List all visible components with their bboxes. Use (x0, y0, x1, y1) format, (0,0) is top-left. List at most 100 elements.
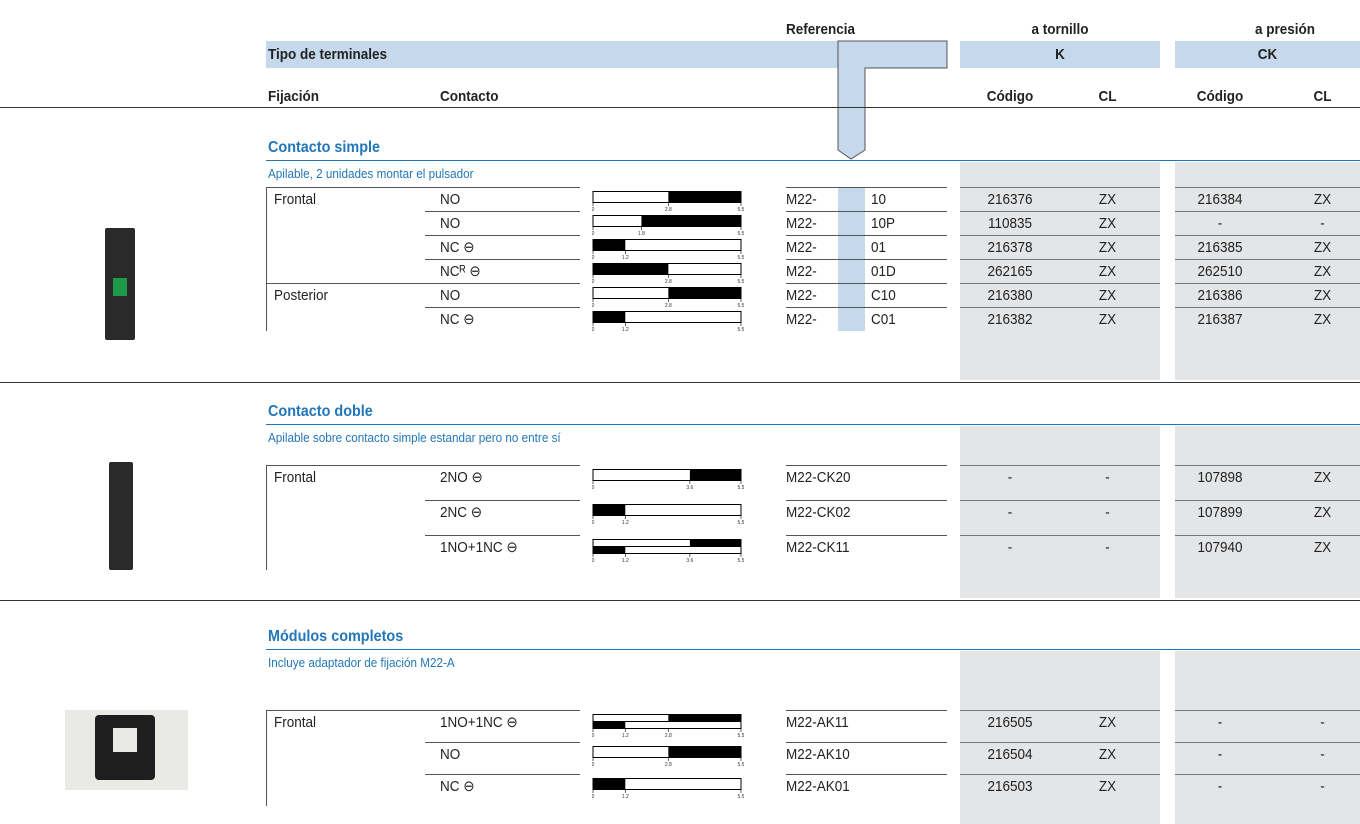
tick-label: 5.5 (738, 558, 744, 564)
travel-diagram: 0 2.8 5.5 (592, 191, 744, 213)
rule (0, 107, 1360, 108)
header-band (960, 41, 1160, 68)
rule (266, 465, 425, 466)
tick-label: 5.5 (738, 520, 744, 526)
section-subtitle: Apilable, 2 unidades montar el pulsador (268, 166, 474, 181)
reference: M22-CK20 (786, 469, 851, 486)
code-k: 216504 (987, 746, 1033, 763)
code-k: - (1007, 504, 1013, 521)
contact-type: NC ⊖ (440, 778, 475, 795)
cl-ck: - (1320, 778, 1325, 795)
code-ck: 216386 (1197, 287, 1243, 304)
product-image (113, 278, 127, 296)
tick-label: 2.8 (665, 762, 672, 768)
reference: M22-CK11 (786, 539, 850, 556)
tick-label: 5.5 (738, 255, 744, 261)
tick-label: 0 (592, 733, 595, 739)
section-subtitle: Incluye adaptador de fijación M22-A (268, 655, 455, 670)
travel-segment (593, 263, 669, 275)
reference-prefix: M22- (786, 215, 817, 232)
cl-k: ZX (1098, 215, 1117, 232)
reference-column (838, 236, 865, 259)
contact-type: NO (440, 287, 461, 304)
cl-k: ZX (1098, 746, 1117, 763)
tick-label: 2.8 (665, 279, 672, 285)
cl-k: - (1105, 504, 1110, 521)
cl-ck: - (1320, 215, 1325, 232)
travel-segment (668, 287, 741, 299)
tick-label: 1.2 (622, 255, 629, 261)
fixing: Posterior (274, 287, 329, 304)
header-band (1175, 41, 1360, 68)
reference: M22-AK10 (786, 746, 850, 763)
rule (960, 307, 1160, 308)
travel-segment (593, 239, 626, 251)
rule (266, 283, 267, 331)
travel-segment (668, 191, 741, 203)
tick-label: 0 (592, 207, 595, 213)
rule (425, 283, 580, 284)
travel-segment (641, 215, 741, 227)
cl-ck: ZX (1313, 539, 1332, 556)
rule (1175, 774, 1360, 775)
tick-label: 0 (592, 303, 595, 309)
tick-label: 1.2 (622, 558, 629, 564)
rule (960, 500, 1160, 501)
gray-column (960, 162, 1160, 380)
section-title: Módulos completos (268, 628, 404, 645)
code-ck: 107898 (1197, 469, 1243, 486)
tick-label: 3.6 (686, 485, 693, 491)
rule (1175, 187, 1360, 188)
reference: M22-CK02 (786, 504, 851, 521)
travel-segment (593, 311, 626, 323)
rule (425, 187, 580, 188)
travel-diagram: 0 3.6 5.5 (592, 469, 744, 491)
tick-label: 1.2 (622, 794, 629, 800)
header-label: Referencia (786, 21, 856, 38)
code-ck: 216384 (1197, 191, 1243, 208)
rule (425, 307, 580, 308)
reference-suffix: C10 (871, 287, 896, 304)
rule (786, 500, 947, 501)
contact-type: NC ⊖ (440, 239, 475, 256)
tick-label: 0 (592, 279, 595, 285)
header-label: a tornillo (1031, 21, 1089, 38)
header-label: K (1055, 46, 1065, 63)
tick-label: 5.5 (738, 733, 744, 739)
tick-label: 0 (592, 520, 595, 526)
product-image (109, 462, 133, 570)
travel-diagram: 0 1.2 5.5 (592, 778, 744, 800)
travel-diagram: 0 1.2 5.5 (592, 504, 744, 526)
cl-ck: ZX (1313, 469, 1332, 486)
code-k: 216378 (987, 239, 1033, 256)
travel-segment (668, 746, 741, 758)
rule (266, 160, 1360, 161)
rule (1175, 742, 1360, 743)
contact-type: NC ⊖ (440, 311, 475, 328)
tick-label: 0 (592, 485, 595, 491)
cl-k: ZX (1098, 239, 1117, 256)
cl-ck: ZX (1313, 311, 1332, 328)
reference-prefix: M22- (786, 287, 817, 304)
travel-diagram: 0 2.8 5.5 (592, 263, 744, 285)
rule (425, 774, 580, 775)
code-ck: - (1217, 746, 1223, 763)
tick-label: 0 (592, 255, 595, 261)
reference-suffix: 01 (871, 239, 887, 256)
travel-segment (593, 778, 626, 790)
cl-k: ZX (1098, 263, 1117, 280)
rule (266, 187, 425, 188)
rule (425, 211, 580, 212)
reference-suffix: C01 (871, 311, 896, 328)
reference-column (838, 260, 865, 283)
contact-type: 2NO ⊖ (440, 469, 483, 486)
travel-diagram: 0 1.2 3.6 5.5 (592, 539, 744, 564)
cl-ck: - (1320, 746, 1325, 763)
gray-column (1175, 651, 1360, 824)
rule (0, 382, 1360, 383)
rule (1175, 535, 1360, 536)
code-k: 216503 (987, 778, 1033, 795)
reference-column (838, 188, 865, 211)
rule (960, 235, 1160, 236)
travel-diagram: 0 1.8 5.5 (592, 215, 744, 237)
